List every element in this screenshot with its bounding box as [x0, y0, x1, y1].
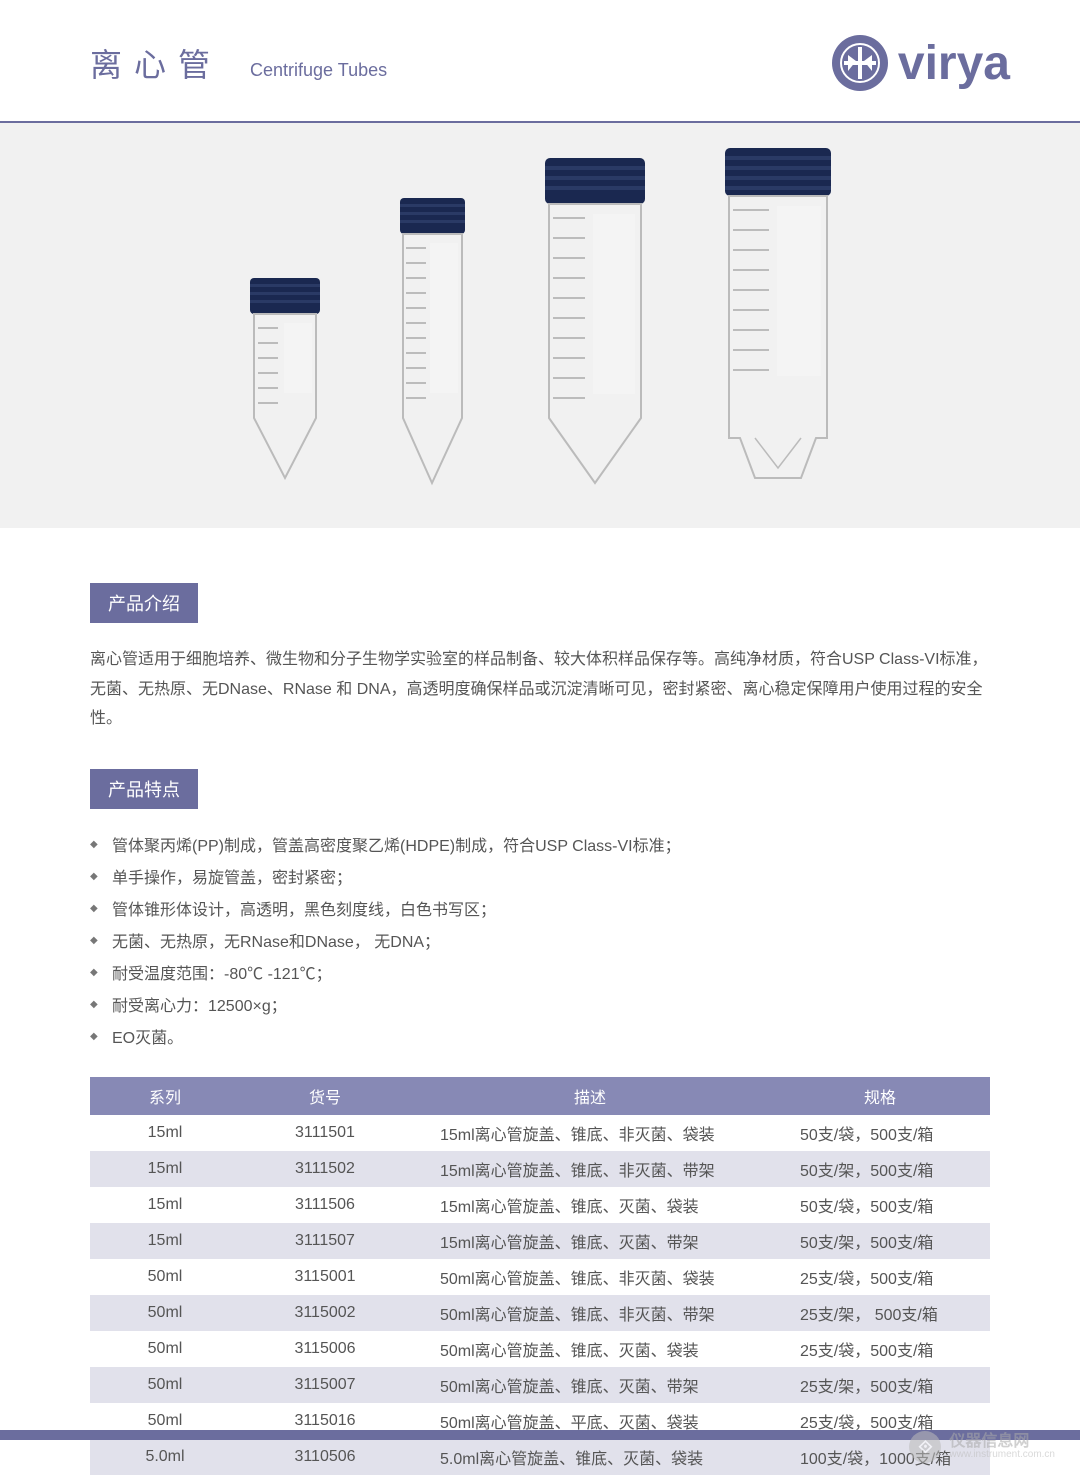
table-row: 5.0ml31105065.0ml离心管旋盖、锥底、灭菌、袋装100支/袋，10…	[90, 1439, 990, 1475]
table-cell: 3115001	[240, 1259, 410, 1295]
table-cell: 50支/架，500支/箱	[770, 1223, 990, 1259]
table-cell: 25支/袋，500支/箱	[770, 1331, 990, 1367]
table-cell: 50ml离心管旋盖、锥底、灭菌、带架	[410, 1367, 770, 1403]
table-cell: 15ml	[90, 1187, 240, 1223]
title-chinese: 离心管	[90, 40, 222, 86]
table-cell: 3110506	[240, 1439, 410, 1475]
features-section-header: 产品特点	[90, 769, 198, 809]
col-header-series: 系列	[90, 1077, 240, 1115]
table-cell: 50支/架，500支/箱	[770, 1151, 990, 1187]
feature-item: 单手操作，易旋管盖，密封紧密；	[90, 863, 990, 895]
table-cell: 15ml	[90, 1151, 240, 1187]
table-cell: 15ml离心管旋盖、锥底、非灭菌、带架	[410, 1151, 770, 1187]
col-header-desc: 描述	[410, 1077, 770, 1115]
table-row: 50ml311500150ml离心管旋盖、锥底、非灭菌、袋装25支/袋，500支…	[90, 1259, 990, 1295]
watermark: ⟐ 仪器信息网 www.instrument.com.cn	[909, 1431, 1055, 1463]
table-cell: 5.0ml离心管旋盖、锥底、灭菌、袋装	[410, 1439, 770, 1475]
table-cell: 50ml	[90, 1259, 240, 1295]
table-row: 15ml311150115ml离心管旋盖、锥底、非灭菌、袋装50支/袋，500支…	[90, 1115, 990, 1151]
watermark-icon: ⟐	[909, 1431, 941, 1463]
table-cell: 50ml离心管旋盖、锥底、非灭菌、带架	[410, 1295, 770, 1331]
table-row: 15ml311150715ml离心管旋盖、锥底、灭菌、带架50支/架，500支/…	[90, 1223, 990, 1259]
feature-item: 无菌、无热原，无RNase和DNase， 无DNA；	[90, 927, 990, 959]
table-cell: 3111501	[240, 1115, 410, 1151]
table-cell: 3115002	[240, 1295, 410, 1331]
table-header-row: 系列 货号 描述 规格	[90, 1077, 990, 1115]
table-cell: 50ml	[90, 1367, 240, 1403]
col-header-spec: 规格	[770, 1077, 990, 1115]
table-cell: 50ml离心管旋盖、锥底、灭菌、袋装	[410, 1331, 770, 1367]
table-cell: 5.0ml	[90, 1439, 240, 1475]
intro-section-header: 产品介绍	[90, 583, 198, 623]
table-cell: 50ml离心管旋盖、锥底、非灭菌、袋装	[410, 1259, 770, 1295]
page-header: 离心管 Centrifuge Tubes virya	[0, 0, 1080, 121]
tube-4-wide-flat	[715, 148, 841, 498]
intro-text: 离心管适用于细胞培养、微生物和分子生物学实验室的样品制备、较大体积样品保存等。高…	[90, 645, 990, 734]
tube-2-tall-conical	[390, 198, 475, 498]
title-english: Centrifuge Tubes	[250, 60, 387, 81]
watermark-en: www.instrument.com.cn	[949, 1450, 1055, 1460]
table-cell: 3111506	[240, 1187, 410, 1223]
logo-icon	[832, 35, 888, 91]
col-header-sku: 货号	[240, 1077, 410, 1115]
feature-item: 管体锥形体设计，高透明，黑色刻度线，白色书写区；	[90, 895, 990, 927]
table-cell: 3115007	[240, 1367, 410, 1403]
table-cell: 25支/架， 500支/箱	[770, 1295, 990, 1331]
table-row: 50ml311500650ml离心管旋盖、锥底、灭菌、袋装25支/袋，500支/…	[90, 1331, 990, 1367]
feature-item: 管体聚丙烯(PP)制成，管盖高密度聚乙烯(HDPE)制成，符合USP Class…	[90, 831, 990, 863]
table-row: 15ml311150215ml离心管旋盖、锥底、非灭菌、带架50支/架，500支…	[90, 1151, 990, 1187]
content-area: 产品介绍 离心管适用于细胞培养、微生物和分子生物学实验室的样品制备、较大体积样品…	[0, 583, 1080, 1475]
logo-text: virya	[898, 36, 1010, 91]
brand-logo: virya	[832, 35, 1010, 91]
features-list: 管体聚丙烯(PP)制成，管盖高密度聚乙烯(HDPE)制成，符合USP Class…	[90, 831, 990, 1055]
watermark-cn: 仪器信息网	[949, 1434, 1055, 1450]
table-cell: 15ml离心管旋盖、锥底、灭菌、带架	[410, 1223, 770, 1259]
table-cell: 3115006	[240, 1331, 410, 1367]
table-row: 50ml311500250ml离心管旋盖、锥底、非灭菌、带架25支/架， 500…	[90, 1295, 990, 1331]
table-cell: 3111502	[240, 1151, 410, 1187]
table-cell: 3111507	[240, 1223, 410, 1259]
table-cell: 50支/袋，500支/箱	[770, 1115, 990, 1151]
table-cell: 25支/袋，500支/箱	[770, 1259, 990, 1295]
table-cell: 15ml	[90, 1223, 240, 1259]
watermark-text: 仪器信息网 www.instrument.com.cn	[949, 1434, 1055, 1460]
table-cell: 15ml离心管旋盖、锥底、灭菌、袋装	[410, 1187, 770, 1223]
table-cell: 50支/袋，500支/箱	[770, 1187, 990, 1223]
table-row: 50ml311500750ml离心管旋盖、锥底、灭菌、带架25支/架，500支/…	[90, 1367, 990, 1403]
table-cell: 50ml	[90, 1331, 240, 1367]
table-row: 15ml311150615ml离心管旋盖、锥底、灭菌、袋装50支/袋，500支/…	[90, 1187, 990, 1223]
feature-item: EO灭菌。	[90, 1023, 990, 1055]
tube-3-wide-conical	[535, 158, 655, 498]
feature-item: 耐受温度范围：-80℃ -121℃；	[90, 959, 990, 991]
product-hero-image	[0, 123, 1080, 528]
table-cell: 15ml	[90, 1115, 240, 1151]
tube-1-small-conical	[240, 278, 330, 498]
table-cell: 25支/架，500支/箱	[770, 1367, 990, 1403]
table-cell: 15ml离心管旋盖、锥底、非灭菌、袋装	[410, 1115, 770, 1151]
feature-item: 耐受离心力：12500×g；	[90, 991, 990, 1023]
product-spec-table: 系列 货号 描述 规格 15ml311150115ml离心管旋盖、锥底、非灭菌、…	[90, 1077, 990, 1475]
title-group: 离心管 Centrifuge Tubes	[90, 40, 387, 86]
table-cell: 50ml	[90, 1295, 240, 1331]
